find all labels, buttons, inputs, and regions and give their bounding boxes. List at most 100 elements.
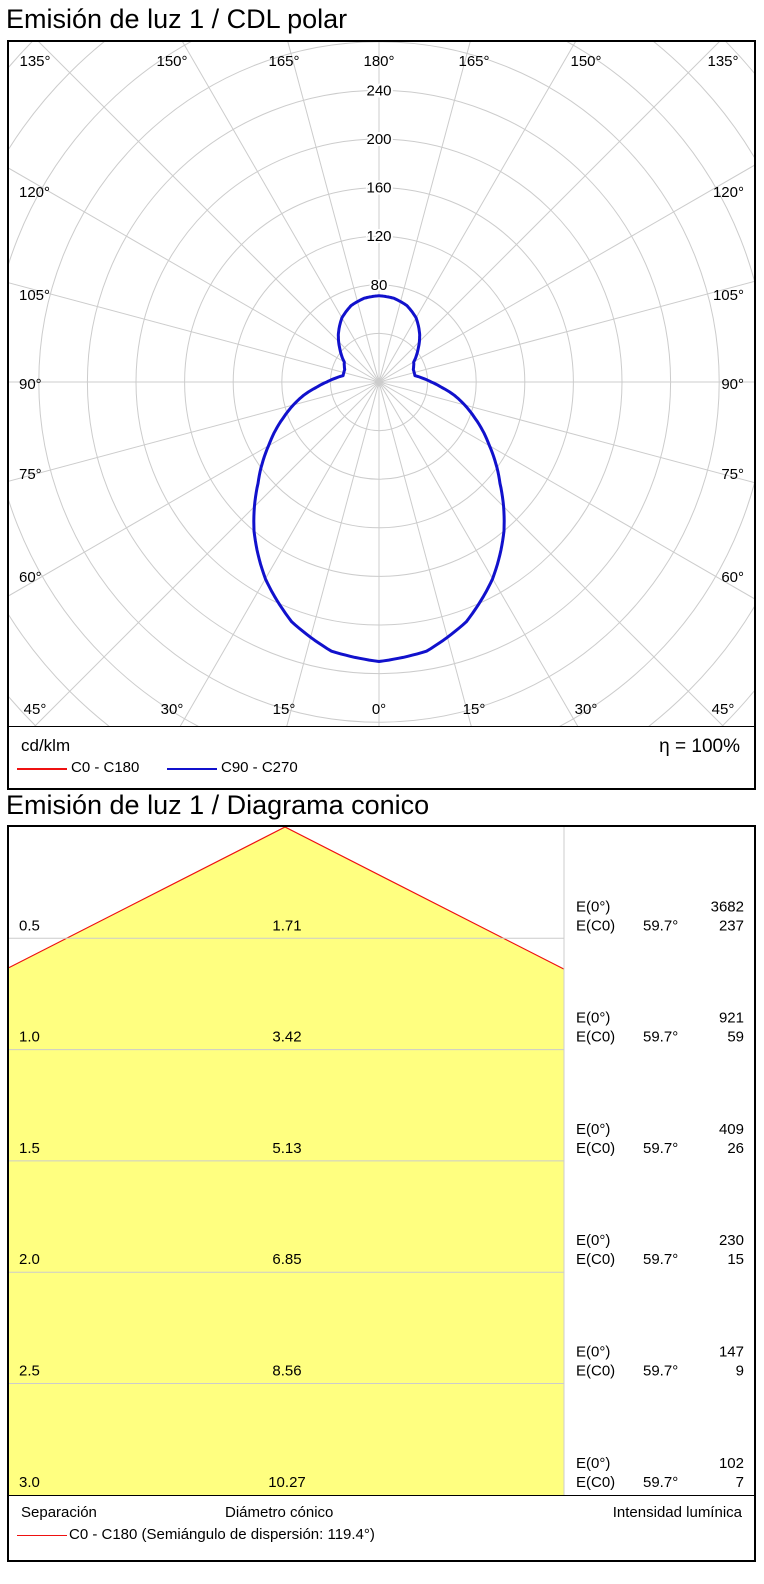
angle-label-bottom: 30° [161, 701, 184, 718]
polar-spoke [378, 381, 579, 726]
ec0-label: E(C0) [576, 1251, 615, 1268]
legend-label-c0: C0 - C180 [71, 759, 140, 776]
angle-label-left: 60° [19, 569, 42, 586]
e0-label: E(0°) [576, 898, 610, 915]
polar-spoke [9, 282, 380, 383]
e0-label: E(0°) [576, 1455, 610, 1472]
polar-spoke [378, 281, 754, 383]
polar-spoke [34, 381, 380, 726]
legend-line-c0 [17, 768, 67, 770]
cone-legend-label: C0 - C180 (Semiángulo de dispersión: 119… [69, 1526, 375, 1543]
cone-diagram-panel: 0.5 1.71 E(0°) E(C0) 59.7° 3682 237 1.0 3.42 E(0°… [7, 825, 756, 1562]
c0-angle-value: 59.7° [643, 1363, 678, 1380]
angle-label-bottom: 30° [575, 701, 598, 718]
cone-diameter-value: 10.27 [268, 1474, 306, 1491]
angle-label-left: 75° [19, 466, 42, 483]
angle-label-top: 135° [19, 53, 50, 70]
footer-cone-diameter: Diámetro cónico [225, 1504, 334, 1521]
e0-label: E(0°) [576, 1232, 610, 1249]
polar-chart-panel: 80 120 160 200 240 135° 150° 165° 180° 165° 150° 13… [7, 40, 756, 790]
series-c90-c270-curve [252, 294, 506, 663]
polar-spoke [287, 42, 380, 383]
radial-tick-label: 240 [366, 82, 391, 99]
ec0-value: 15 [727, 1251, 744, 1268]
radial-tick-label: 160 [366, 180, 391, 197]
e0-label: E(0°) [576, 1121, 610, 1138]
e0-value: 102 [719, 1455, 744, 1472]
polar-grid [9, 42, 754, 726]
ec0-value: 237 [719, 917, 744, 934]
angle-label-bottom: 15° [463, 701, 486, 718]
angle-label-right: 75° [721, 466, 744, 483]
angle-label-left: 120° [19, 184, 50, 201]
ec0-value: 7 [736, 1474, 744, 1491]
ec0-value: 9 [736, 1363, 744, 1380]
cone-diameter-value: 1.71 [272, 917, 301, 934]
polar-spoke [378, 381, 754, 483]
c0-angle-value: 59.7° [643, 1029, 678, 1046]
c0-angle-value: 59.7° [643, 917, 678, 934]
angle-label-top: 150° [156, 53, 187, 70]
angle-label-right: 120° [713, 184, 744, 201]
polar-chart-title: Emisión de luz 1 / CDL polar [6, 4, 348, 34]
polar-spoke [378, 381, 754, 600]
polar-spoke [286, 381, 380, 726]
c0-angle-value: 59.7° [643, 1140, 678, 1157]
angle-label-right: 90° [721, 376, 744, 393]
polar-spoke [9, 381, 380, 482]
cone-legend-line [17, 1535, 67, 1536]
efficiency-label: η = 100% [659, 736, 740, 757]
footer-luminous-intensity: Intensidad lumínica [612, 1504, 742, 1521]
separation-value: 3.0 [19, 1474, 40, 1491]
e0-value: 409 [719, 1121, 744, 1138]
unit-label: cd/klm [21, 736, 71, 755]
cone-edge [9, 827, 564, 970]
angle-label-right: 60° [721, 569, 744, 586]
cone-diameter-value: 5.13 [272, 1140, 301, 1157]
angle-label-top: 150° [570, 53, 601, 70]
polar-spoke [378, 164, 754, 383]
angle-label-top: 135° [707, 53, 738, 70]
angle-label-right: 105° [713, 287, 744, 304]
e0-value: 230 [719, 1232, 744, 1249]
polar-spoke [378, 42, 471, 383]
angle-label-top: 165° [458, 53, 489, 70]
separation-value: 2.5 [19, 1363, 40, 1380]
polar-spoke [9, 167, 380, 383]
cone-divider [9, 1495, 754, 1496]
angle-label-top: 165° [268, 53, 299, 70]
polar-spoke [378, 42, 576, 383]
angle-label-bottom: 45° [24, 701, 47, 718]
e0-label: E(0°) [576, 1010, 610, 1027]
polar-divider [9, 726, 754, 727]
polar-spoke [378, 381, 724, 726]
cone-diagram-title: Emisión de luz 1 / Diagrama conico [6, 790, 430, 820]
e0-value: 147 [719, 1344, 744, 1361]
polar-spoke [378, 381, 472, 726]
angle-label-top: 180° [363, 53, 394, 70]
ec0-label: E(C0) [576, 917, 615, 934]
separation-value: 2.0 [19, 1251, 40, 1268]
separation-value: 1.0 [19, 1029, 40, 1046]
cone-diameter-value: 3.42 [272, 1029, 301, 1046]
polar-spoke [9, 381, 380, 597]
polar-chart: 80 120 160 200 240 135° 150° 165° 180° 165° 150° 13… [9, 42, 754, 726]
ec0-label: E(C0) [576, 1363, 615, 1380]
angle-label-bottom: 0° [372, 701, 386, 718]
radial-tick-label: 120 [366, 228, 391, 245]
radial-tick-label: 80 [371, 277, 388, 294]
e0-label: E(0°) [576, 1344, 610, 1361]
cone-diameter-value: 6.85 [272, 1251, 301, 1268]
separation-value: 1.5 [19, 1140, 40, 1157]
radial-tick-label: 200 [366, 131, 391, 148]
e0-value: 3682 [711, 898, 744, 915]
ec0-label: E(C0) [576, 1029, 615, 1046]
legend-line-c90 [167, 768, 217, 770]
footer-separation: Separación [21, 1504, 97, 1521]
c0-angle-value: 59.7° [643, 1474, 678, 1491]
ec0-value: 59 [727, 1029, 744, 1046]
c0-angle-value: 59.7° [643, 1251, 678, 1268]
angle-label-left: 105° [19, 287, 50, 304]
polar-spoke [179, 381, 380, 726]
polar-spoke [182, 42, 380, 383]
